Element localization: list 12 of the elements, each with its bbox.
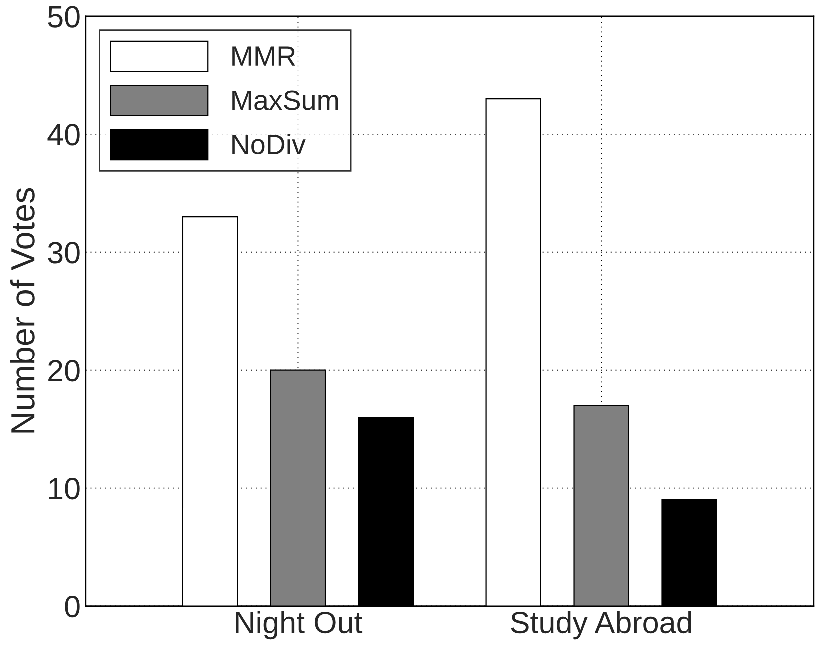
x-tick-label: Night Out [236,611,363,640]
x-tick-label: Study Abroad [511,611,692,640]
legend-label: NoDiv [232,134,306,155]
y-tick-label: 20 [48,360,80,382]
y-tick-label: 10 [49,478,80,500]
y-axis-title: Number of Votes [10,188,35,433]
y-tick-label: 40 [48,124,80,146]
legend-label: MMR [232,46,296,66]
y-tick-label: 0 [65,596,80,618]
y-tick-label: 50 [48,6,80,28]
legend-label: MaxSum [232,90,338,110]
y-tick-label: 30 [48,242,80,264]
